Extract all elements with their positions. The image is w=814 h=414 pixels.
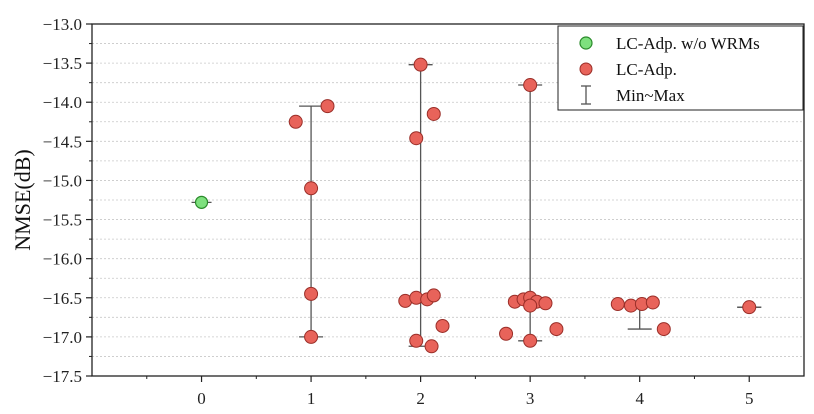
point-lc-adp xyxy=(304,286,319,301)
point-lc-adp xyxy=(426,288,441,303)
point-lc-adp xyxy=(288,114,303,129)
x-tick-label: 3 xyxy=(526,389,535,408)
point-lc-adp xyxy=(424,339,439,354)
point-lc-adp xyxy=(409,333,424,348)
x-tick-label: 4 xyxy=(635,389,644,408)
point-lc-adp xyxy=(742,300,757,315)
point-lc-adp xyxy=(523,78,538,93)
legend-marker-lc-adp xyxy=(579,62,593,76)
point-lc-adp xyxy=(426,106,441,121)
y-tick-label: −15.0 xyxy=(43,171,82,190)
legend-label-minmax: Min~Max xyxy=(616,86,685,105)
y-tick-label: −13.5 xyxy=(43,54,82,73)
point-lc-adp xyxy=(499,326,514,341)
point-lc-adp xyxy=(645,295,660,310)
legend-label-wo-wrms: LC-Adp. w/o WRMs xyxy=(616,34,760,53)
point-lc-adp xyxy=(523,333,538,348)
point-lc-adp xyxy=(523,298,538,313)
legend-label-lc-adp: LC-Adp. xyxy=(616,60,677,79)
y-tick-label: −13.0 xyxy=(43,15,82,34)
legend-marker-wo-wrms xyxy=(579,36,593,50)
y-tick-label: −17.5 xyxy=(43,367,82,386)
y-tick-label: −14.0 xyxy=(43,93,82,112)
y-tick-label: −15.5 xyxy=(43,211,82,230)
y-tick-label: −16.0 xyxy=(43,250,82,269)
point-lc-adp xyxy=(320,99,335,114)
point-lc-adp xyxy=(656,322,671,337)
point-lc-adp xyxy=(409,131,424,146)
ticks-layer: −13.0 −13.5 −14.0 −14.5 −15.0 −15.5 −16.0 −16.5… xyxy=(43,15,754,408)
x-tick-label: 0 xyxy=(197,389,206,408)
legend: LC-Adp. w/o WRMs LC-Adp. Min~Max xyxy=(557,25,804,111)
y-tick-label: −16.5 xyxy=(43,289,82,308)
point-lc-adp xyxy=(549,322,564,337)
y-tick-label: −14.5 xyxy=(43,132,82,151)
x-tick-label: 2 xyxy=(416,389,425,408)
point-lc-adp xyxy=(435,318,450,333)
x-tick-label: 1 xyxy=(307,389,316,408)
x-tick-label: 5 xyxy=(745,389,754,408)
legend-box xyxy=(557,25,804,111)
y-tick-label: −17.0 xyxy=(43,328,82,347)
point-lc-adp xyxy=(304,181,319,196)
point-lc-adp xyxy=(413,57,428,72)
point-lc-adp xyxy=(304,329,319,344)
point-lc-adp xyxy=(610,297,625,312)
point-lc-adp xyxy=(538,296,553,311)
points-layer xyxy=(191,57,757,354)
point-lc-adp-wo-wrms xyxy=(194,195,209,209)
legend-marker-minmax xyxy=(581,85,591,105)
y-axis-title: NMSE(dB) xyxy=(10,149,35,250)
